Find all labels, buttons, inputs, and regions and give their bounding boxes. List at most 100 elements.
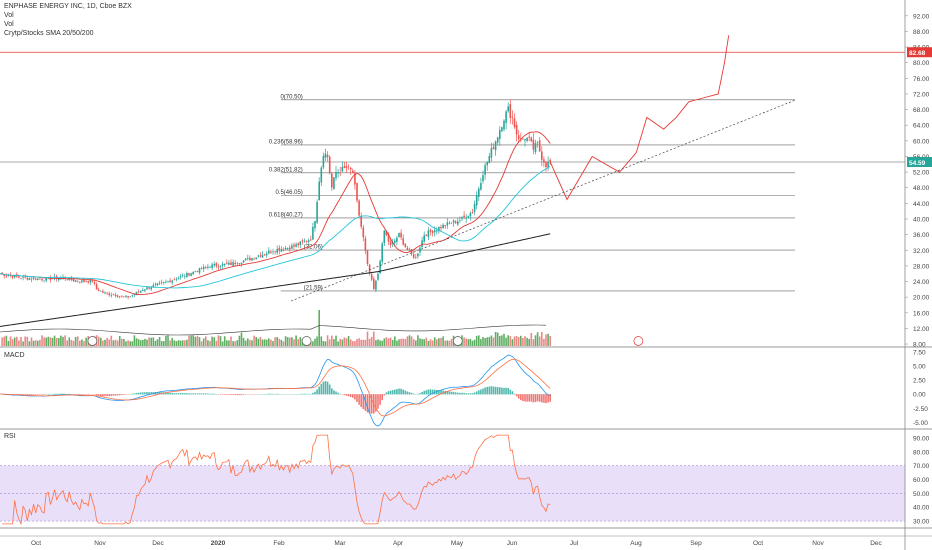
volume-bar (490, 335, 493, 346)
macd-histogram-bar (205, 393, 207, 395)
fib-label: 0.382(51.82) (269, 167, 303, 173)
event-markers[interactable] (87, 336, 644, 346)
volume-bar (337, 341, 339, 346)
volume-bar (156, 339, 159, 346)
macd-histogram-bar (186, 393, 188, 395)
volume-bar (116, 340, 119, 346)
macd-histogram-bar (505, 387, 507, 395)
earnings-marker (301, 336, 312, 346)
indicator-sma[interactable]: Crytp/Stocks SMA 20/50/200 (4, 30, 94, 37)
candle-body (421, 240, 423, 248)
candle-body (97, 289, 100, 292)
macd-histogram-bar (87, 394, 89, 395)
candle-body (457, 221, 459, 225)
macd-histogram-bar (47, 393, 50, 395)
candle-body (7, 275, 10, 277)
volume-bar (488, 336, 491, 346)
volume-bar (465, 338, 467, 346)
volume-bar (291, 337, 293, 346)
volume-bar (123, 339, 125, 346)
candle-body (66, 279, 68, 281)
price-tick-label: 92.00 (913, 13, 930, 20)
candle-body (511, 116, 514, 118)
rsi-label[interactable]: RSI (4, 433, 16, 440)
macd-histogram-bar (219, 394, 222, 395)
macd-histogram-bar (320, 383, 323, 395)
candle-body (482, 175, 484, 182)
macd-histogram-bar (517, 394, 520, 399)
candle-body (263, 253, 266, 255)
volume-bar (127, 340, 129, 346)
macd-histogram-bar (135, 393, 138, 395)
candle-body (102, 291, 104, 293)
price-tick-label: 32.00 (913, 248, 930, 255)
price-axis[interactable]: 92.0088.0084.0080.0076.0072.0068.0064.00… (904, 0, 932, 550)
macd-histogram-bar (190, 393, 192, 395)
volume-bar (3, 336, 5, 346)
candle-body (526, 137, 528, 141)
candle-body (110, 294, 113, 296)
macd-histogram-bar (326, 381, 329, 395)
candle-body (370, 274, 373, 280)
candle-body (394, 240, 396, 243)
volume-bar (471, 340, 474, 346)
candle-body (190, 273, 192, 276)
volume-bar (131, 341, 134, 346)
candle-body (76, 280, 79, 282)
candle-body (177, 277, 180, 279)
candle-body (171, 280, 173, 283)
macd-histogram-bar (522, 394, 524, 401)
volume-bar (331, 335, 333, 346)
price-tick-label: 52.00 (913, 170, 930, 177)
volume-bar (32, 340, 35, 346)
candle-body (125, 295, 127, 297)
candle-body (347, 166, 350, 168)
indicator-vol-1[interactable]: Vol (4, 12, 14, 19)
candle-body (538, 140, 541, 152)
candle-body (507, 106, 509, 112)
macd-histogram-bar (200, 393, 203, 395)
candle-body (339, 172, 341, 174)
candle-body (354, 173, 356, 185)
volume-bar (530, 332, 533, 346)
candle-body (333, 177, 335, 189)
macd-histogram-bar (242, 394, 245, 395)
macd-histogram-bar (144, 392, 146, 395)
candle-body (200, 268, 203, 270)
macd-histogram-bar (265, 393, 268, 395)
macd-histogram-bar (177, 393, 180, 395)
time-axis[interactable]: Oct Nov Dec 2020 Feb Mar Apr May Jun Jul Aug Sep Oct… (0, 535, 932, 547)
candle-body (158, 282, 161, 284)
volume-bar (259, 336, 262, 346)
time-tick-label: Sep (690, 540, 702, 547)
candle-body (32, 277, 35, 279)
volume-bar (354, 341, 356, 346)
volume-bar (22, 341, 24, 346)
macd-histogram-bar (276, 393, 278, 395)
candle-body (163, 282, 165, 283)
symbol-title[interactable]: ENPHASE ENERGY INC, 1D, Cboe BZX (4, 3, 132, 10)
macd-histogram-bar (375, 394, 377, 412)
macd-histogram-bar (83, 394, 85, 395)
volume-bar (169, 340, 171, 346)
indicator-vol-2[interactable]: Vol (4, 21, 14, 28)
candle-body (28, 278, 31, 281)
macd-label[interactable]: MACD (4, 352, 25, 359)
macd-histogram-bar (396, 389, 398, 395)
candle-body (39, 278, 41, 280)
macd-histogram-bar (307, 393, 310, 395)
candle-body (545, 161, 547, 168)
candle-body (494, 141, 497, 151)
candle-body (291, 245, 293, 249)
volume-bar (463, 337, 465, 346)
volume-bar (429, 339, 432, 346)
volume-bar (150, 337, 152, 346)
volume-bar (165, 335, 167, 346)
price-tick-label: 28.00 (913, 263, 930, 270)
volume-bar (26, 336, 29, 346)
macd-histogram-bar (501, 387, 503, 395)
volume-bar (261, 339, 264, 346)
candle-body (297, 243, 299, 246)
candle-body (450, 222, 453, 224)
